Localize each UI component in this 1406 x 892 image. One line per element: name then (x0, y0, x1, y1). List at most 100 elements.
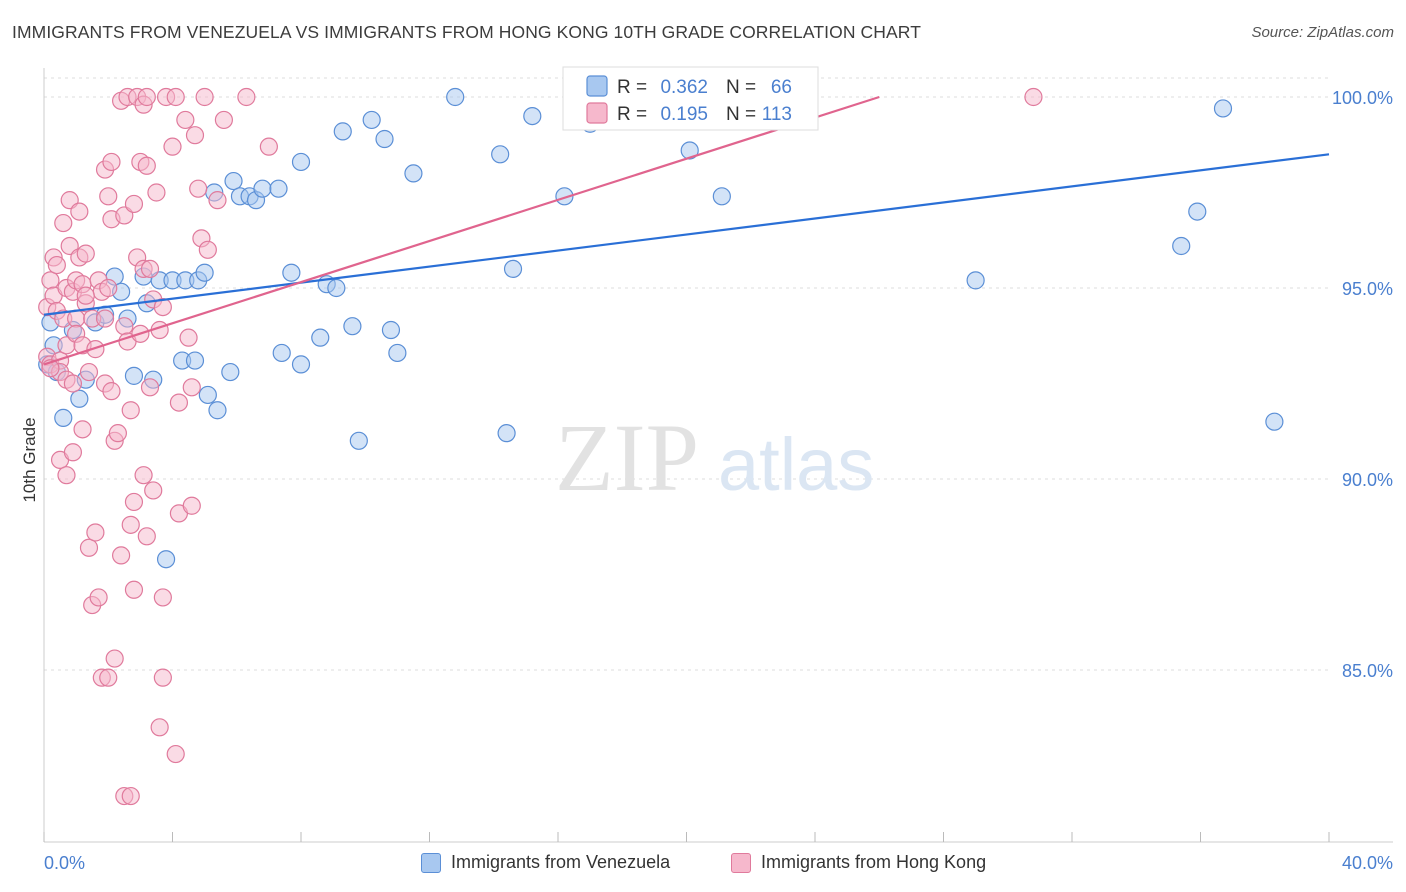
hong-kong-point[interactable] (176, 110, 195, 130)
hong-kong-point[interactable] (63, 374, 83, 393)
venezuela-point[interactable] (446, 87, 465, 107)
hong-kong-point[interactable] (95, 309, 115, 328)
venezuela-point[interactable] (156, 550, 176, 569)
hong-kong-point[interactable] (115, 317, 134, 336)
hong-kong-point[interactable] (166, 744, 185, 764)
hong-kong-point[interactable] (99, 278, 118, 298)
hong-kong-point[interactable] (63, 443, 83, 462)
hong-kong-point[interactable] (70, 202, 89, 221)
hong-kong-point[interactable] (86, 523, 105, 542)
venezuela-point[interactable] (282, 263, 301, 282)
venezuela-point[interactable] (327, 278, 346, 298)
venezuela-point[interactable] (333, 122, 352, 141)
hong-kong-point[interactable] (134, 466, 153, 485)
venezuela-point[interactable] (195, 263, 214, 282)
hong-kong-point[interactable] (124, 580, 144, 599)
venezuela-point[interactable] (1172, 236, 1191, 256)
hong-kong-point[interactable] (144, 481, 163, 500)
hong-kong-point[interactable] (102, 382, 121, 401)
venezuela-point[interactable] (523, 106, 542, 126)
hong-kong-point[interactable] (195, 87, 214, 107)
hong-kong-point[interactable] (237, 87, 256, 107)
hong-kong-point[interactable] (89, 588, 108, 607)
venezuela-point[interactable] (269, 179, 288, 198)
hong-kong-point[interactable] (57, 466, 76, 485)
hong-kong-point[interactable] (153, 298, 172, 317)
hong-kong-point[interactable] (99, 668, 118, 687)
hong-kong-point[interactable] (102, 152, 121, 172)
hong-kong-point[interactable] (214, 110, 233, 130)
hong-kong-point[interactable] (121, 786, 140, 806)
legend-item-hong-kong[interactable]: Immigrants from Hong Kong (731, 852, 986, 873)
venezuela-point[interactable] (375, 129, 394, 149)
venezuela-point[interactable] (124, 366, 144, 385)
venezuela-point[interactable] (388, 343, 407, 363)
hong-kong-point[interactable] (182, 496, 201, 515)
hong-kong-point[interactable] (147, 183, 166, 202)
hong-kong-point[interactable] (137, 527, 156, 546)
venezuela-point[interactable] (208, 401, 227, 420)
hong-kong-point[interactable] (150, 718, 169, 737)
hong-kong-point[interactable] (79, 362, 99, 382)
hong-kong-point[interactable] (163, 137, 182, 156)
venezuela-point[interactable] (253, 179, 272, 198)
hong-kong-point[interactable] (47, 255, 66, 275)
hong-kong-point[interactable] (153, 588, 172, 607)
venezuela-point[interactable] (291, 355, 311, 374)
venezuela-point[interactable] (343, 317, 362, 336)
hong-kong-point[interactable] (67, 309, 86, 328)
hong-kong-point[interactable] (79, 538, 99, 557)
venezuela-point[interactable] (291, 152, 311, 172)
hong-kong-point[interactable] (41, 271, 60, 290)
venezuela-point[interactable] (1213, 99, 1233, 118)
hong-kong-point[interactable] (137, 87, 156, 107)
hong-kong-point[interactable] (124, 492, 144, 512)
hong-kong-point[interactable] (108, 424, 127, 443)
venezuela-point[interactable] (54, 408, 73, 427)
venezuela-point[interactable] (491, 145, 510, 164)
venezuela-point[interactable] (497, 424, 516, 443)
hong-kong-point[interactable] (182, 378, 201, 397)
hong-kong-point[interactable] (140, 378, 160, 397)
hong-kong-point[interactable] (185, 126, 205, 145)
venezuela-point[interactable] (311, 328, 330, 347)
venezuela-point[interactable] (198, 385, 217, 405)
hong-kong-point[interactable] (54, 213, 73, 233)
venezuela-point[interactable] (712, 187, 731, 206)
venezuela-point[interactable] (1265, 412, 1284, 431)
venezuela-point[interactable] (362, 110, 381, 130)
venezuela-point[interactable] (503, 259, 523, 278)
hong-kong-point[interactable] (166, 87, 185, 107)
hong-kong-point[interactable] (208, 191, 227, 210)
venezuela-point[interactable] (224, 171, 243, 191)
hong-kong-point[interactable] (105, 649, 124, 668)
venezuela-point[interactable] (272, 343, 291, 363)
hong-kong-point[interactable] (137, 156, 156, 175)
venezuela-point[interactable] (1188, 202, 1207, 221)
hong-kong-point[interactable] (259, 137, 278, 156)
legend-item-venezuela[interactable]: Immigrants from Venezuela (421, 852, 670, 873)
hong-kong-point[interactable] (179, 328, 198, 347)
venezuela-point[interactable] (966, 271, 985, 290)
hong-kong-point[interactable] (111, 546, 131, 565)
hong-kong-point[interactable] (121, 401, 140, 420)
venezuela-point[interactable] (221, 362, 240, 382)
venezuela-point[interactable] (404, 164, 423, 183)
hong-kong-point[interactable] (124, 194, 144, 214)
venezuela-point[interactable] (349, 431, 368, 450)
hong-kong-point[interactable] (198, 240, 217, 259)
hong-kong-point[interactable] (140, 259, 160, 278)
venezuela-point[interactable] (555, 187, 574, 206)
hong-kong-point[interactable] (76, 286, 95, 305)
venezuela-point[interactable] (680, 141, 699, 160)
hong-kong-point[interactable] (73, 420, 92, 439)
hong-kong-point[interactable] (76, 244, 95, 263)
hong-kong-point[interactable] (86, 340, 105, 359)
hong-kong-point[interactable] (99, 187, 118, 206)
venezuela-point[interactable] (381, 320, 401, 340)
venezuela-point[interactable] (185, 351, 205, 370)
hong-kong-point[interactable] (1024, 87, 1043, 107)
hong-kong-point[interactable] (153, 668, 172, 687)
hong-kong-point[interactable] (121, 515, 140, 534)
venezuela-point[interactable] (70, 389, 89, 408)
